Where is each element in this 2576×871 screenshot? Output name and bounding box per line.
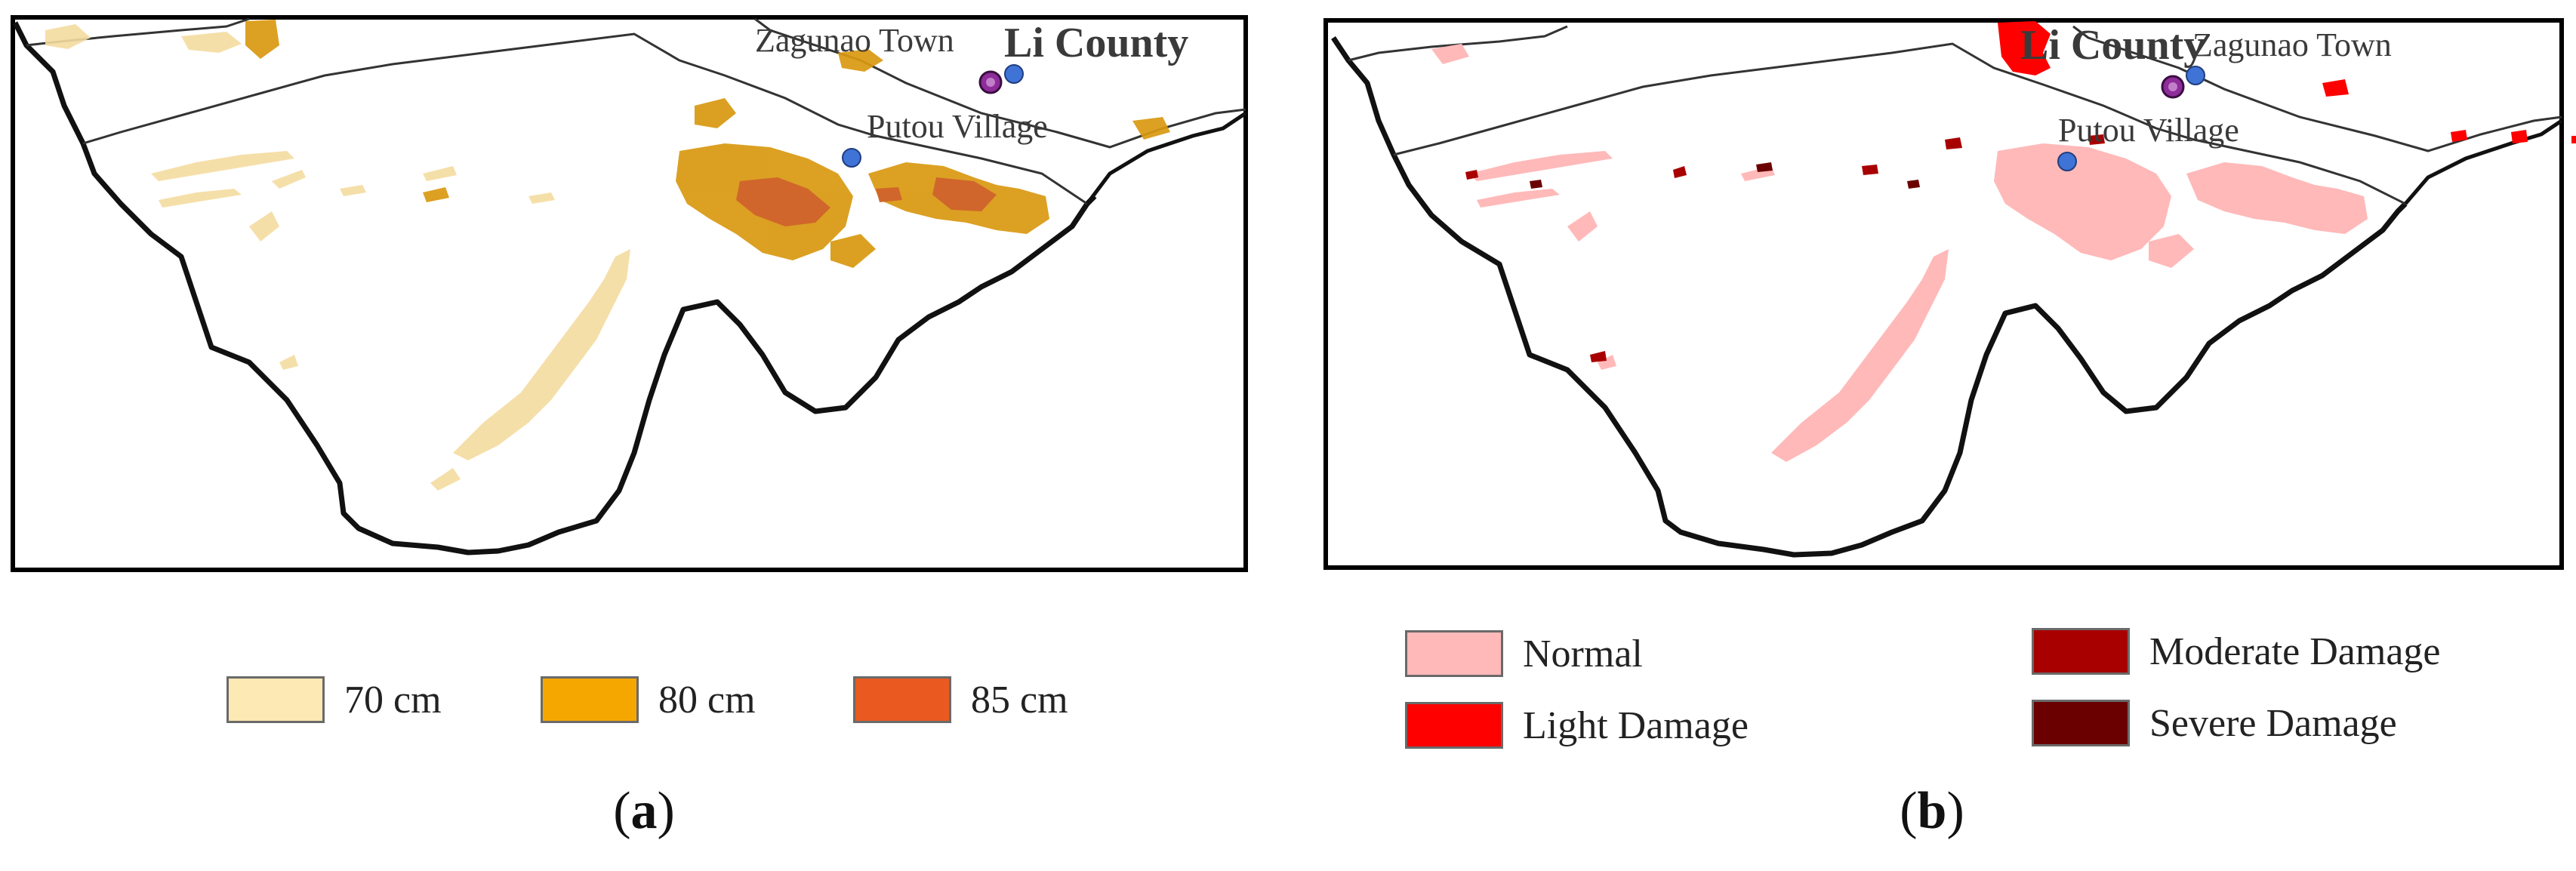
putou-village-label: Putou Village (867, 108, 1048, 145)
deposit-70cm (45, 24, 630, 491)
caption-letter-a: a (630, 782, 658, 840)
zagunao-town-marker (2186, 66, 2205, 85)
county-boundary (12, 21, 1097, 556)
county-boundary-east (2404, 118, 2563, 205)
damage-map: Li County Zagunao Town Putou Village (1323, 18, 2576, 570)
damage-moderate (1465, 134, 2105, 362)
putou-village-marker (842, 148, 861, 168)
snow-depth-map: Zagunao Town Li County Putou Village (11, 15, 1248, 572)
zagunao-town-label: Zagunao Town (2192, 26, 2392, 63)
zagunao-town-label: Zagunao Town (755, 22, 954, 59)
map-frame (11, 15, 1248, 572)
li-county-marker-inner (986, 78, 995, 87)
county-boundary (1331, 36, 2408, 558)
township-boundary-north (1348, 25, 2562, 152)
township-boundary (82, 32, 1088, 205)
li-county-label: Li County (2020, 22, 2205, 69)
county-boundary-east (1086, 111, 1247, 205)
li-county-marker-inner (2168, 82, 2177, 91)
damage-light (1998, 21, 2576, 143)
putou-village-label: Putou Village (2058, 112, 2239, 149)
caption-b: (b) (1900, 782, 1964, 840)
caption-letter-b: b (1917, 782, 1947, 840)
map-frame (1323, 18, 2564, 570)
deposit-85cm (736, 177, 997, 226)
damage-severe (1530, 162, 1920, 189)
zagunao-town-marker (1004, 64, 1024, 84)
township-boundary (1393, 42, 2406, 205)
li-county-label: Li County (1004, 20, 1188, 66)
damage-normal (1431, 44, 2368, 462)
panel-b: Li County Zagunao Town Putou Village Nor… (1288, 0, 2576, 871)
caption-a: (a) (613, 782, 675, 840)
putou-village-marker (2057, 152, 2077, 171)
panel-a: Zagunao Town Li County Putou Village 70 … (11, 15, 1248, 840)
